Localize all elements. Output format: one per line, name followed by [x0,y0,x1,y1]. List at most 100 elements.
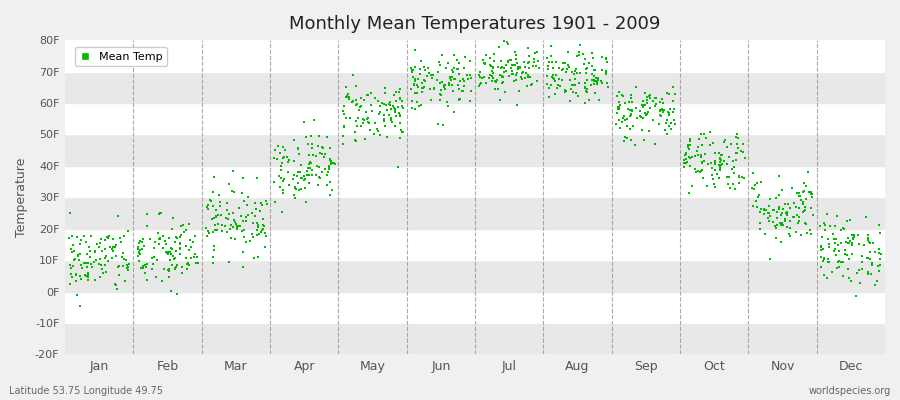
Point [761,210,776,216]
Point [508,72,523,79]
Point [829,252,843,258]
Point [104,244,118,250]
Point [350,100,365,107]
Point [820,275,834,282]
Point [591,74,606,81]
Point [220,200,235,206]
Point [177,229,192,235]
Point [433,61,447,68]
Point [111,213,125,220]
Point [95,270,110,277]
Point [472,68,487,75]
Point [498,89,512,96]
Point [861,255,876,261]
Point [361,119,375,125]
Point [80,251,94,258]
Point [444,77,458,83]
Point [109,242,123,248]
Point [507,78,521,84]
Point [713,163,727,169]
Point [798,196,813,202]
Point [317,154,331,160]
Point [499,68,513,74]
Point [763,196,778,202]
Point [516,69,530,76]
Point [254,229,268,235]
Point [68,270,83,277]
Point [657,106,671,113]
Point [201,201,215,208]
Point [711,162,725,168]
Point [114,239,129,245]
Point [758,231,772,237]
Point [688,169,703,176]
Point [153,209,167,216]
Point [297,173,311,180]
Point [443,74,457,81]
Point [191,260,205,266]
Point [325,160,339,166]
Point [168,234,183,241]
Point [157,266,171,272]
Point [267,179,282,186]
Point [71,252,86,259]
Point [722,154,736,160]
Point [270,143,284,149]
Point [659,120,673,126]
Point [388,122,402,129]
Point [151,241,166,247]
Point [182,262,196,268]
Point [613,102,627,108]
Point [337,124,351,130]
Point [456,83,471,89]
Point [541,66,555,73]
Point [860,269,875,276]
Point [312,132,327,139]
Point [781,201,796,207]
Point [842,238,857,244]
Point [99,268,113,275]
Point [820,211,834,218]
Point [516,76,530,82]
Point [234,190,248,196]
Point [463,98,477,105]
Point [542,94,556,100]
Point [789,204,804,211]
Point [611,104,625,111]
Point [796,189,810,195]
Point [112,263,127,270]
Point [353,104,367,110]
Point [391,104,405,110]
Point [544,59,559,65]
Point [406,67,420,73]
Point [431,69,446,75]
Point [486,64,500,71]
Bar [65,40,885,72]
Point [98,237,112,243]
Point [511,64,526,71]
Point [579,66,593,72]
Point [174,223,188,229]
Point [695,142,709,149]
Point [266,154,281,161]
Point [436,122,451,128]
Point [821,259,835,265]
Point [474,80,489,86]
Point [160,250,175,256]
Point [750,203,764,210]
Point [336,141,350,148]
Point [392,95,407,102]
Point [587,77,601,84]
Point [799,230,814,236]
Point [386,104,400,111]
Point [80,270,94,276]
Point [383,106,398,112]
Point [208,222,222,228]
Point [415,89,429,95]
Point [852,240,867,247]
Point [616,92,631,99]
Point [138,270,152,276]
Point [636,102,651,108]
Point [640,97,654,103]
Point [437,82,452,88]
